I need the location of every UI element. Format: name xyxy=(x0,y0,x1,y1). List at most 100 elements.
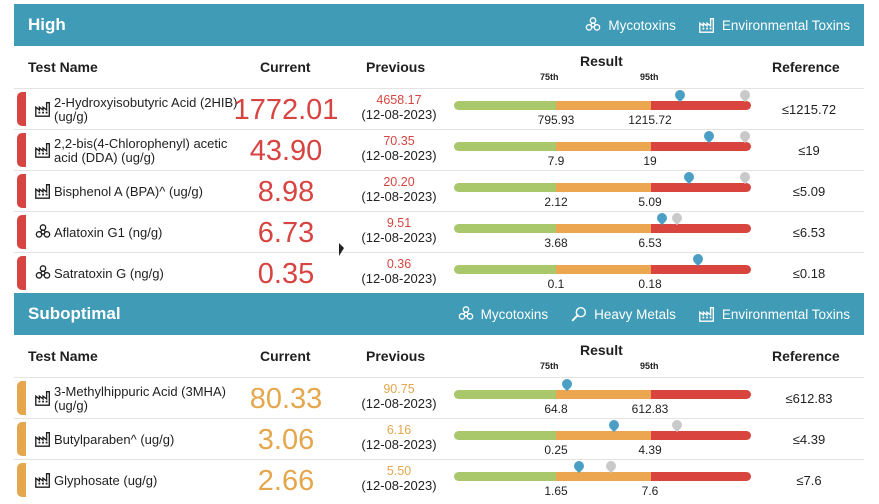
current-marker-icon xyxy=(571,458,586,474)
test-name: Butylparaben^ (ug/g) xyxy=(54,432,175,447)
category-filter[interactable]: Heavy Metals xyxy=(570,305,676,323)
biohazard-icon xyxy=(457,305,475,323)
gauge-95th-value: 0.18 xyxy=(638,277,662,291)
gauge-95th-value: 612.83 xyxy=(631,402,669,416)
column-headers: Test Name Current Previous Result 75th 95th Re… xyxy=(14,335,864,377)
biohazard-icon xyxy=(34,264,52,282)
section-title: High xyxy=(28,15,66,34)
col-reference: Reference xyxy=(772,348,840,364)
previous-date: (12-08-2023) xyxy=(361,107,437,122)
previous-marker-icon xyxy=(669,417,684,433)
test-name: 3-Methylhippuric Acid (3MHA) (ug/g) xyxy=(54,384,226,413)
gauge-optimal-segment xyxy=(454,183,556,192)
table-row[interactable]: Glyphosate (ug/g) 2.66 5.50 (12-08-2023) 1.6… xyxy=(14,458,864,500)
previous-date: (12-08-2023) xyxy=(361,437,437,452)
previous-value: 90.75 xyxy=(383,382,415,396)
mouse-cursor xyxy=(339,243,344,256)
gauge-high-segment xyxy=(651,265,751,274)
factory-icon xyxy=(698,305,716,323)
col-75th: 75th xyxy=(540,361,559,371)
reference-range: ≤612.83 xyxy=(785,391,833,406)
col-test-name: Test Name xyxy=(28,59,98,75)
current-value: 8.98 xyxy=(257,176,315,208)
gauge-high-segment xyxy=(651,431,751,440)
results-panel: High Mycotoxins Environmental Toxins Test N… xyxy=(14,4,864,500)
factory-icon xyxy=(698,16,716,34)
gauge-suboptimal-segment xyxy=(556,142,651,151)
gauge-75th-value: 3.68 xyxy=(544,236,568,250)
gauge-suboptimal-segment xyxy=(556,183,651,192)
reference-range: ≤0.18 xyxy=(792,266,826,281)
col-95th: 95th xyxy=(640,361,659,371)
category-filter[interactable]: Mycotoxins xyxy=(457,305,549,323)
reference-range: ≤19 xyxy=(798,143,820,158)
factory-icon xyxy=(34,430,52,448)
gauge-75th-value: 795.93 xyxy=(537,113,575,127)
factory-icon xyxy=(34,471,52,489)
test-name: 2-Hydroxyisobutyric Acid (2HIB) (ug/g) xyxy=(54,95,238,124)
magnifier-icon xyxy=(570,305,588,323)
category-filter[interactable]: Mycotoxins xyxy=(584,16,676,34)
previous-value: 9.51 xyxy=(386,216,412,230)
result-gauge: 7.9 19 xyxy=(454,128,754,171)
col-95th: 95th xyxy=(640,72,659,82)
previous-value: 20.20 xyxy=(383,175,415,189)
current-marker-icon xyxy=(654,210,669,226)
test-name: Satratoxin G (ng/g) xyxy=(54,266,164,281)
factory-icon xyxy=(34,182,52,200)
previous-date: (12-08-2023) xyxy=(361,478,437,493)
status-indicator xyxy=(17,422,26,456)
table-row[interactable]: 3-Methylhippuric Acid (3MHA) (ug/g) 80.33… xyxy=(14,376,864,419)
result-gauge: 64.8 612.83 xyxy=(454,376,754,419)
previous-value: 4658.17 xyxy=(376,93,422,107)
gauge-75th-value: 64.8 xyxy=(544,402,568,416)
current-value: 43.90 xyxy=(249,135,323,167)
reference-range: ≤5.09 xyxy=(792,184,826,199)
result-gauge: 0.25 4.39 xyxy=(454,417,754,460)
gauge-optimal-segment xyxy=(454,390,556,399)
gauge-high-segment xyxy=(651,224,751,233)
gauge-optimal-segment xyxy=(454,431,556,440)
col-test-name: Test Name xyxy=(28,348,98,364)
table-row[interactable]: 2-Hydroxyisobutyric Acid (2HIB) (ug/g) 17… xyxy=(14,87,864,129)
category-filter[interactable]: Environmental Toxins xyxy=(698,305,850,323)
col-current: Current xyxy=(260,59,311,75)
current-value: 80.33 xyxy=(249,383,323,415)
table-row[interactable]: Butylparaben^ (ug/g) 3.06 6.16 (12-08-2023)… xyxy=(14,417,864,460)
factory-icon xyxy=(34,100,52,118)
gauge-suboptimal-segment xyxy=(556,265,651,274)
col-current: Current xyxy=(260,348,311,364)
previous-date: (12-08-2023) xyxy=(361,230,437,245)
gauge-95th-value: 4.39 xyxy=(638,443,662,457)
reference-range: ≤1215.72 xyxy=(781,102,837,117)
category-filter[interactable]: Environmental Toxins xyxy=(698,16,850,34)
factory-icon xyxy=(34,389,52,407)
status-indicator xyxy=(17,174,26,208)
test-name: Aflatoxin G1 (ng/g) xyxy=(54,225,163,240)
biohazard-icon xyxy=(34,223,52,241)
gauge-high-segment xyxy=(651,183,751,192)
section-title: Suboptimal xyxy=(28,304,121,323)
category-label: Mycotoxins xyxy=(480,306,549,322)
result-gauge: 3.68 6.53 xyxy=(454,210,754,253)
previous-date: (12-08-2023) xyxy=(361,271,437,286)
result-gauge: 0.1 0.18 xyxy=(454,251,754,294)
table-row[interactable]: 2,2-bis(4-Chlorophenyl) acetic acid (DDA… xyxy=(14,128,864,171)
test-name: Glyphosate (ug/g) xyxy=(54,473,158,488)
table-row[interactable]: Satratoxin G (ng/g) 0.35 0.36 (12-08-2023) 0… xyxy=(14,251,864,294)
table-row[interactable]: Bisphenol A (BPA)^ (ug/g) 8.98 20.20 (12-08… xyxy=(14,169,864,211)
col-result: Result xyxy=(580,53,623,69)
status-indicator xyxy=(17,256,26,290)
current-marker-icon xyxy=(690,251,705,267)
gauge-suboptimal-segment xyxy=(556,431,651,440)
previous-value: 0.36 xyxy=(386,257,412,271)
previous-marker-icon xyxy=(604,458,619,474)
current-marker-icon xyxy=(681,169,696,185)
gauge-suboptimal-segment xyxy=(556,390,651,399)
test-name: Bisphenol A (BPA)^ (ug/g) xyxy=(54,184,203,199)
table-row[interactable]: Aflatoxin G1 (ng/g) 6.73 9.51 (12-08-2023) 3… xyxy=(14,210,864,253)
gauge-suboptimal-segment xyxy=(556,472,651,481)
gauge-95th-value: 1215.72 xyxy=(628,113,672,127)
column-headers: Test Name Current Previous Result 75th 95th Re… xyxy=(14,46,864,88)
gauge-95th-value: 5.09 xyxy=(638,195,662,209)
